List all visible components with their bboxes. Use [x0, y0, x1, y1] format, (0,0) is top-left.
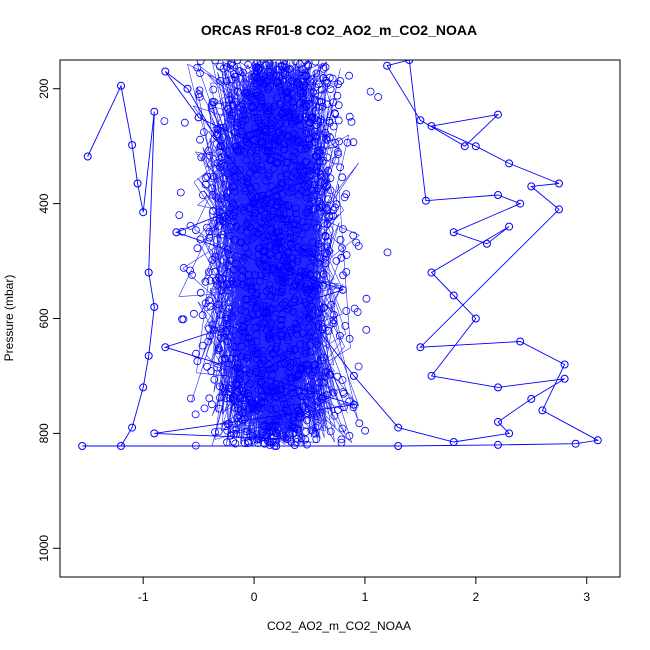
y-axis: 200 400 600 800 1000 [37, 78, 60, 562]
data-point [494, 440, 502, 449]
data-point [349, 400, 358, 409]
data-point [216, 142, 225, 151]
data-point [316, 170, 325, 179]
data-point [460, 142, 469, 151]
data-point [117, 442, 125, 450]
data-point [449, 438, 458, 446]
data-point [538, 406, 547, 415]
data-point [555, 205, 563, 214]
data-point [139, 383, 148, 392]
data-point [494, 110, 502, 119]
data-point [449, 228, 458, 237]
data-point [172, 228, 181, 237]
data-point [427, 122, 436, 131]
dense-data-layer [160, 60, 392, 450]
data-point [560, 374, 569, 383]
data-point [383, 61, 392, 70]
data-point [427, 371, 436, 380]
x-tick-label: 2 [472, 590, 479, 604]
x-axis: -1 0 1 2 3 [138, 577, 590, 604]
data-point [161, 67, 170, 76]
data-point [471, 314, 480, 323]
data-point [449, 291, 458, 300]
chart-title: ORCAS RF01-8 CO2_AO2_m_CO2_NOAA [201, 22, 477, 38]
data-point [183, 84, 192, 93]
data-point [194, 113, 203, 122]
data-point [471, 142, 480, 151]
data-point [571, 439, 580, 448]
data-point [593, 436, 602, 445]
x-tick-label: 3 [583, 590, 590, 604]
data-point [516, 337, 525, 346]
data-point [516, 199, 525, 208]
data-point [416, 343, 425, 352]
x-tick-label: -1 [138, 590, 149, 604]
data-point [139, 208, 148, 217]
y-axis-label: Pressure (mbar) [2, 275, 16, 362]
data-point [283, 435, 292, 444]
data-point [421, 196, 430, 205]
data-point [161, 343, 170, 352]
data-point [482, 239, 491, 248]
data-marks [78, 60, 602, 450]
data-point [560, 360, 569, 369]
data-point [494, 417, 502, 426]
data-point [128, 423, 137, 432]
series-line [82, 60, 600, 447]
data-point [283, 257, 292, 266]
data-point [78, 442, 87, 450]
data-point [394, 423, 403, 432]
data-point [394, 442, 403, 450]
x-tick-label: 1 [362, 590, 369, 604]
data-point [427, 268, 436, 277]
data-point [144, 351, 153, 360]
y-tick-label: 800 [37, 423, 51, 443]
data-point [405, 60, 414, 64]
data-point [349, 371, 358, 380]
dense-circles [160, 60, 392, 450]
data-point [305, 314, 314, 323]
data-point [494, 191, 502, 199]
data-point [150, 107, 159, 116]
data-point [133, 179, 142, 188]
y-tick-label: 1000 [37, 535, 51, 562]
data-point [117, 81, 125, 90]
data-point [416, 116, 425, 125]
data-point [128, 141, 137, 149]
x-tick-label: 0 [251, 590, 258, 604]
data-point [261, 199, 270, 208]
data-point [494, 383, 502, 392]
data-point [150, 429, 159, 438]
data-point [505, 429, 514, 438]
data-point [555, 179, 563, 188]
y-tick-label: 200 [37, 78, 51, 98]
data-point [150, 303, 159, 311]
data-point [83, 152, 92, 161]
data-point [505, 222, 514, 231]
data-point [272, 442, 281, 450]
y-tick-label: 400 [37, 193, 51, 213]
data-point [505, 159, 514, 168]
y-tick-label: 600 [37, 308, 51, 328]
x-axis-label: CO2_AO2_m_CO2_NOAA [267, 619, 411, 633]
data-point [527, 394, 536, 403]
plot-frame [59, 59, 621, 578]
data-point [338, 285, 347, 294]
data-point [527, 182, 536, 191]
data-point [144, 268, 153, 277]
